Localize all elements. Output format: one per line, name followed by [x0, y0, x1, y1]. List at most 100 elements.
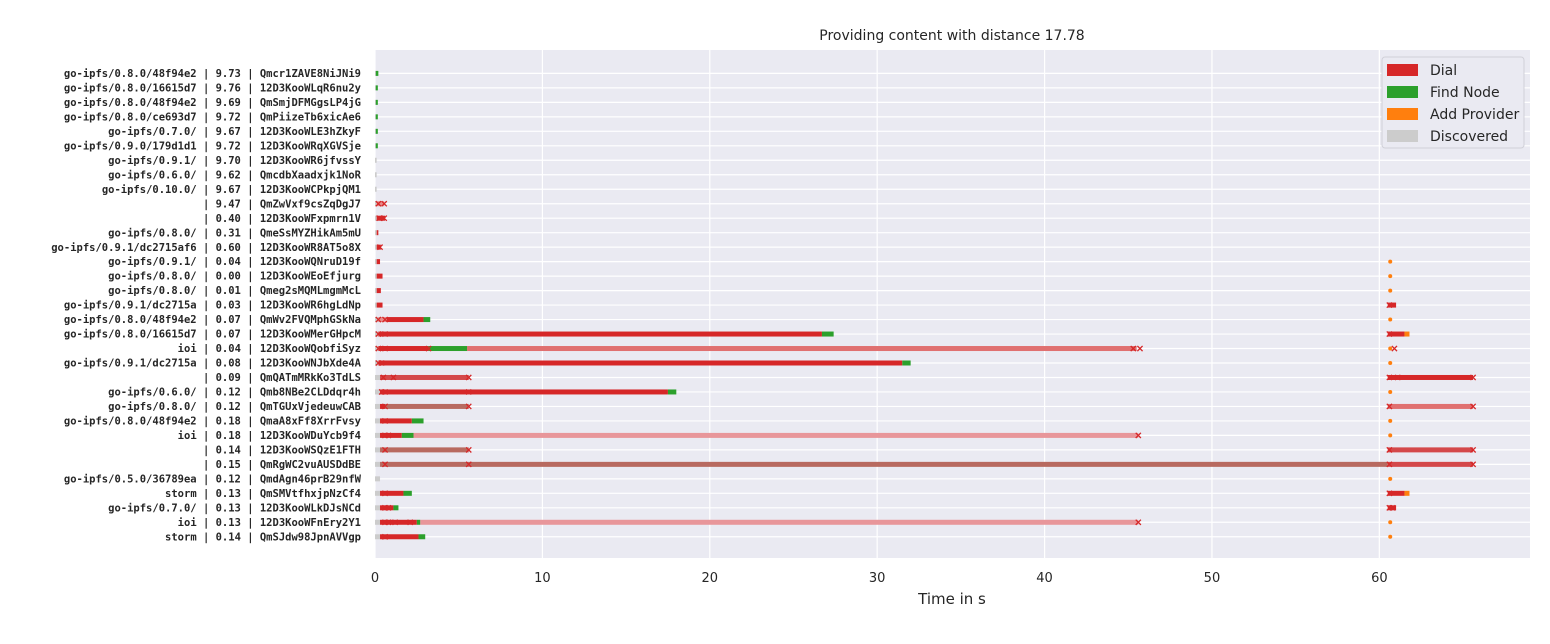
- dial-fail-marker: [465, 403, 472, 410]
- dial-bar: [380, 403, 386, 409]
- dial-bar: [376, 288, 381, 294]
- dial-bar: [413, 432, 1139, 438]
- dial-fail-marker: [1136, 345, 1144, 352]
- dial-fail-marker: [1394, 374, 1401, 381]
- add-provider-dot: [1388, 433, 1393, 438]
- dial-fail-marker: [1386, 374, 1393, 381]
- row-label: ioi | 0.04 | 12D3KooWQobfiSyz: [178, 343, 361, 355]
- dial-bar: [378, 317, 387, 323]
- find-node-bar: [667, 389, 677, 395]
- dial-fail-marker: [1386, 446, 1393, 453]
- dial-bar: [1387, 331, 1405, 337]
- discovered-bar: [375, 403, 381, 409]
- legend-label: Add Provider: [1430, 107, 1519, 123]
- discovered-bar: [375, 389, 381, 395]
- find-node-bar: [375, 85, 378, 91]
- discovered-bar: [375, 273, 377, 279]
- dial-bar: [378, 346, 429, 352]
- dial-bar: [376, 259, 381, 265]
- dial-bar: [420, 519, 1139, 525]
- row-label: go-ipfs/0.8.0/ | 0.00 | 12D3KooWEoEfjurg: [108, 271, 361, 283]
- dial-bar: [380, 505, 394, 511]
- dial-bar: [1387, 302, 1397, 308]
- dial-fail-marker: [381, 417, 389, 424]
- add-provider-dot: [1388, 476, 1393, 481]
- dial-fail-marker: [1386, 302, 1393, 309]
- dial-fail-marker: [381, 490, 389, 497]
- discovered-bar: [375, 490, 381, 496]
- x-tick-label: 0: [371, 571, 379, 586]
- discovered-bar: [375, 461, 381, 467]
- dial-bar: [467, 346, 1137, 352]
- discovered-bar: [375, 505, 381, 511]
- dial-fail-marker: [385, 432, 392, 439]
- row-label: go-ipfs/0.9.1/dc2715af6 | 0.60 | 12D3Koo…: [51, 242, 361, 254]
- add-provider-bar: [1404, 490, 1410, 496]
- row-label: go-ipfs/0.9.1/ | 0.04 | 12D3KooWQNruD19f: [108, 256, 361, 268]
- dial-fail-marker: [381, 345, 389, 352]
- discovered-bar: [375, 70, 377, 76]
- dial-fail-marker: [465, 388, 472, 396]
- dial-fail-marker: [1389, 504, 1396, 511]
- find-node-bar: [902, 360, 911, 366]
- dial-fail-marker: [375, 330, 382, 338]
- find-node-bar: [416, 519, 421, 525]
- dial-fail-marker: [381, 446, 389, 453]
- dial-fail-marker: [381, 388, 389, 396]
- find-node-bar: [428, 346, 468, 352]
- dial-fail-marker: [381, 215, 388, 222]
- legend-swatch: [1387, 64, 1418, 76]
- row-label: ioi | 0.18 | 12D3KooWDuYcb9f4: [178, 430, 361, 442]
- dial-bar: [1387, 447, 1474, 453]
- discovered-bar: [375, 288, 377, 294]
- discovered-bar: [375, 128, 377, 134]
- row-label: go-ipfs/0.9.1/dc2715a | 0.03 | 12D3KooWR…: [64, 300, 361, 312]
- markers: [375, 200, 1477, 540]
- dial-bar: [1387, 490, 1405, 496]
- dial-fail-marker: [381, 200, 388, 207]
- dial-bar: [380, 534, 419, 540]
- row-label: go-ipfs/0.5.0/36789ea | 0.12 | QmdAgn46p…: [64, 473, 362, 485]
- discovered-bar: [375, 143, 377, 149]
- dial-fail-marker: [375, 316, 382, 323]
- row-label: go-ipfs/0.9.1/dc2715a | 0.08 | 12D3KooWN…: [64, 358, 362, 370]
- find-node-bar: [403, 490, 412, 496]
- row-label: go-ipfs/0.8.0/48f94e2 | 9.69 | QmSmjDFMG…: [64, 97, 361, 109]
- legend-swatch: [1387, 130, 1418, 142]
- discovered-bar: [375, 201, 377, 207]
- discovered-bar: [375, 186, 377, 192]
- row-label: go-ipfs/0.9.1/ | 9.70 | 12D3KooWR6jfvssY: [108, 155, 362, 167]
- row-label: go-ipfs/0.8.0/ce693d7 | 9.72 | QmPiizeTb…: [64, 111, 361, 123]
- x-tick-label: 50: [1204, 571, 1221, 586]
- dial-fail-marker: [381, 316, 389, 323]
- x-tick-label: 40: [1036, 571, 1053, 586]
- x-axis-label: Time in s: [917, 590, 986, 608]
- add-provider-dot: [1388, 317, 1393, 322]
- dial-fail-marker: [1386, 403, 1393, 410]
- row-label: | 0.14 | 12D3KooWSQzE1FTH: [203, 444, 361, 456]
- row-label: go-ipfs/0.7.0/ | 0.13 | 12D3KooWLkDJsNCd: [108, 502, 361, 514]
- dial-fail-marker: [381, 533, 389, 540]
- row-label: go-ipfs/0.6.0/ | 0.12 | Qmb8NBe2CLDdqr4h: [108, 387, 361, 399]
- dial-bar: [1387, 374, 1474, 380]
- x-tick-label: 60: [1371, 571, 1388, 586]
- discovered-bar: [375, 99, 377, 105]
- dial-fail-marker: [1391, 345, 1398, 352]
- chart-title: Providing content with distance 17.78: [819, 28, 1084, 44]
- row-label: go-ipfs/0.9.0/179d1d1 | 9.72 | 12D3KooWR…: [64, 140, 361, 152]
- grid: [374, 50, 1530, 558]
- discovered-bar: [375, 85, 377, 91]
- add-provider-dot: [1388, 389, 1393, 394]
- dial-bar: [380, 519, 417, 525]
- row-label: go-ipfs/0.8.0/48f94e2 | 9.73 | Qmcr1ZAVE…: [64, 68, 361, 80]
- dial-bar: [380, 461, 1388, 467]
- row-label: go-ipfs/0.8.0/16615d7 | 0.07 | 12D3KooWM…: [64, 329, 361, 341]
- discovered-bar: [375, 331, 379, 337]
- dial-fail-marker: [465, 446, 472, 453]
- dial-bar: [378, 331, 822, 337]
- add-provider-dot: [1388, 418, 1393, 423]
- find-node-bar: [375, 114, 378, 120]
- dial-bar: [380, 201, 385, 207]
- discovered-bar: [375, 259, 377, 265]
- add-provider-dot: [1388, 274, 1393, 279]
